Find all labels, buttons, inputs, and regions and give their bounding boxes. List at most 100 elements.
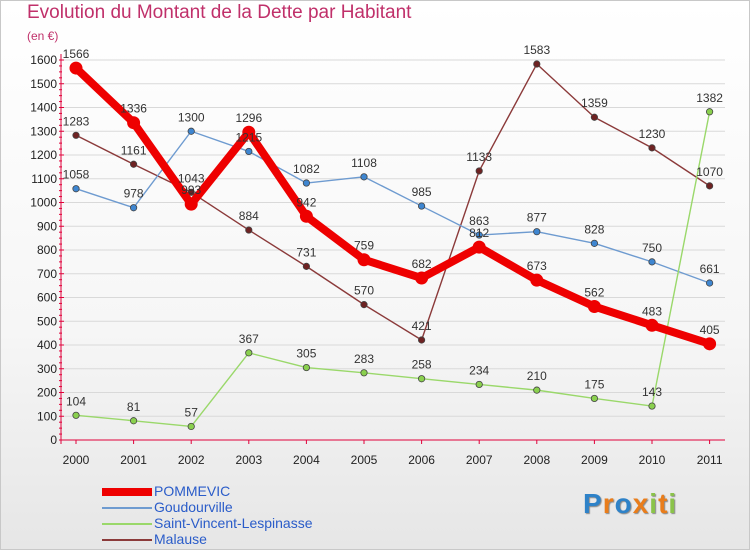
data-label: 884 — [239, 209, 259, 223]
data-label: 993 — [181, 183, 201, 197]
data-point — [130, 417, 138, 425]
unit-label: (en €) — [27, 29, 59, 43]
y-tick-label: 600 — [37, 291, 57, 305]
y-tick-label: 200 — [37, 386, 57, 400]
logo-letter: i — [668, 488, 678, 519]
series-line-goudourville — [75, 130, 711, 284]
logo-letter: o — [614, 488, 633, 519]
data-label: 942 — [296, 195, 316, 209]
x-tick-label: 2003 — [235, 453, 262, 467]
legend-item: POMMEVIC — [102, 483, 362, 500]
data-label: 978 — [124, 187, 144, 201]
data-label: 673 — [527, 259, 547, 273]
data-label: 1300 — [178, 110, 205, 124]
legend-item: Goudourville — [102, 499, 362, 516]
logo-letter: t — [658, 488, 669, 519]
data-label: 812 — [469, 226, 489, 240]
data-label: 367 — [239, 332, 259, 346]
legend-swatch — [102, 539, 152, 541]
data-point — [417, 202, 426, 210]
data-point — [648, 402, 656, 410]
data-point — [475, 167, 483, 175]
x-tick-label: 2007 — [466, 453, 493, 467]
legend-label: Malause — [154, 531, 207, 547]
legend-label: POMMEVIC — [154, 483, 231, 499]
data-point — [533, 228, 541, 236]
data-point — [415, 271, 429, 285]
y-tick-label: 1200 — [30, 148, 57, 162]
data-point — [302, 179, 310, 187]
data-point — [360, 369, 368, 377]
data-point — [475, 231, 483, 239]
data-label: 1215 — [235, 130, 262, 144]
data-point — [590, 239, 599, 247]
y-tick-label: 500 — [37, 314, 57, 328]
y-tick-label: 1300 — [30, 124, 57, 138]
data-point — [72, 131, 80, 139]
data-label: 283 — [354, 352, 374, 366]
data-label: 1283 — [63, 114, 90, 128]
data-point — [417, 336, 426, 344]
y-tick-label: 800 — [37, 243, 57, 257]
data-point — [590, 113, 599, 121]
x-tick-label: 2002 — [178, 453, 205, 467]
logo-letter: i — [649, 488, 659, 519]
data-label: 405 — [700, 323, 720, 337]
data-point — [245, 147, 253, 156]
data-label: 1336 — [120, 102, 147, 116]
y-tick-label: 1100 — [31, 172, 57, 186]
legend-swatch — [102, 507, 152, 509]
proxiti-logo: Proxiti — [583, 488, 677, 520]
data-point — [187, 422, 195, 431]
data-label: 421 — [412, 319, 432, 333]
y-tick-label: 1000 — [30, 196, 57, 210]
data-point — [533, 386, 541, 394]
data-label: 1382 — [696, 91, 723, 105]
data-point — [130, 160, 138, 168]
data-label: 1043 — [178, 171, 205, 185]
data-point — [299, 209, 313, 223]
x-tick-label: 2006 — [408, 453, 435, 467]
data-point — [72, 185, 80, 193]
data-point — [184, 197, 198, 211]
chart-title: Evolution du Montant de la Dette par Hab… — [27, 2, 412, 23]
logo-letter: x — [632, 488, 650, 519]
data-label: 863 — [469, 214, 489, 228]
x-tick-label: 2010 — [639, 453, 666, 467]
y-tick-label: 700 — [37, 267, 57, 281]
legend-swatch — [102, 523, 152, 525]
data-point — [187, 127, 195, 135]
data-label: 661 — [700, 262, 720, 276]
y-tick-label: 1400 — [30, 101, 57, 115]
y-tick-label: 0 — [50, 433, 57, 447]
data-label: 759 — [354, 239, 374, 253]
y-tick-label: 1600 — [30, 53, 57, 67]
data-label: 1296 — [235, 111, 262, 125]
data-label: 143 — [642, 385, 662, 399]
data-point — [705, 108, 714, 116]
data-label: 1230 — [639, 127, 666, 141]
data-label: 1566 — [63, 47, 90, 61]
y-tick-label: 400 — [37, 338, 57, 352]
data-label: 57 — [185, 405, 199, 419]
data-point — [703, 337, 717, 351]
data-point — [69, 61, 83, 75]
data-label: 1133 — [466, 150, 492, 164]
legend-label: Goudourville — [154, 499, 233, 515]
data-label: 985 — [412, 185, 432, 199]
x-tick-label: 2001 — [120, 453, 147, 467]
data-label: 1108 — [351, 156, 377, 170]
data-point — [472, 240, 486, 254]
data-point — [245, 349, 253, 357]
data-point — [648, 258, 656, 266]
data-point — [533, 60, 541, 68]
data-point — [648, 144, 656, 152]
legend-item: Saint-Vincent-Lespinasse — [102, 515, 362, 532]
data-label: 1161 — [121, 143, 147, 157]
data-point — [705, 279, 714, 287]
data-point — [587, 300, 601, 314]
y-tick-label: 100 — [37, 409, 57, 423]
legend: POMMEVIC Goudourville Saint-Vincent-Lespin… — [102, 483, 362, 548]
